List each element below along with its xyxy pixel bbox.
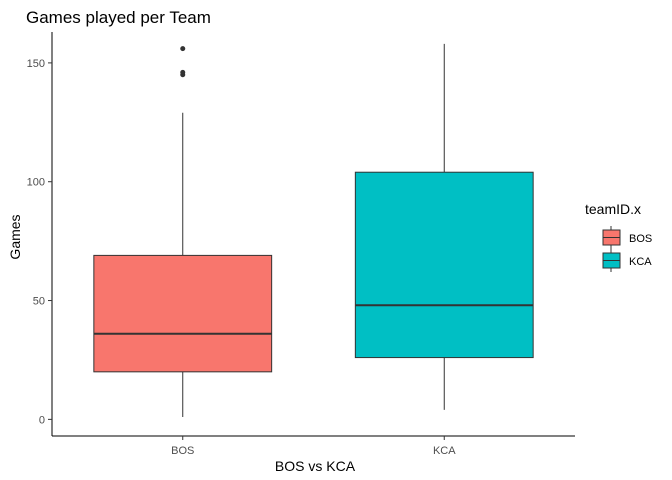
y-tick-label: 100: [27, 177, 45, 189]
y-tick-label: 50: [33, 296, 45, 308]
plot-area: 0 50 100 150 BOS KCA: [27, 32, 575, 457]
legend-item-bos: BOS: [602, 226, 652, 249]
outlier-point: [180, 46, 186, 52]
outlier-point: [180, 69, 186, 75]
x-tick-label: BOS: [171, 445, 194, 457]
legend-item-kca: KCA: [602, 249, 652, 272]
box-body: [354, 171, 534, 359]
legend: teamID.x BOS KCA: [585, 201, 652, 272]
y-axis-title: Games: [7, 214, 23, 259]
box-body: [93, 254, 273, 373]
x-axis-title: BOS vs KCA: [275, 458, 356, 474]
chart-title: Games played per Team: [26, 8, 211, 27]
y-tick-label: 0: [39, 414, 45, 426]
box-kca: [354, 43, 534, 410]
legend-label: KCA: [629, 256, 652, 268]
legend-label: BOS: [629, 233, 652, 245]
legend-title: teamID.x: [585, 201, 641, 217]
y-tick-label: 150: [27, 58, 45, 70]
x-tick-label: KCA: [433, 445, 456, 457]
box-bos: [93, 46, 273, 417]
